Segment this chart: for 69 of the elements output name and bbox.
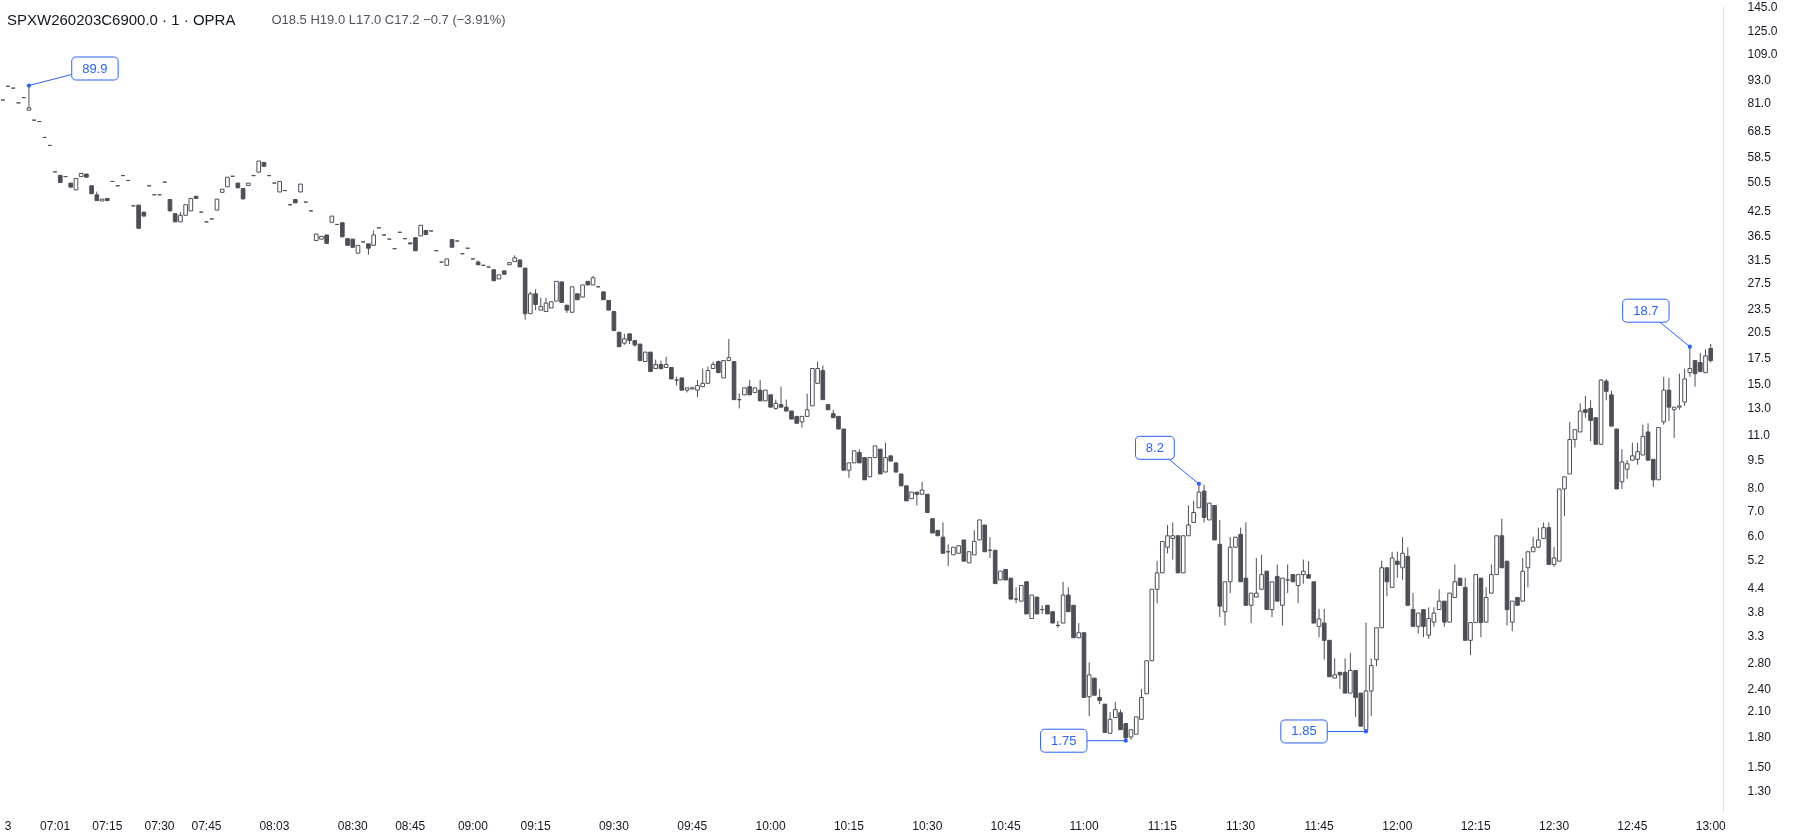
y-tick-label: 13.0 (1747, 400, 1772, 415)
y-tick-label: 11.0 (1747, 428, 1771, 443)
text: 1.75 (1051, 732, 1077, 748)
y-tick-label: 27.5 (1747, 276, 1772, 291)
x-tick-label: 10:15 (833, 818, 865, 833)
text: 8.2 (1145, 439, 1164, 455)
x-tick-label: 12:45 (1617, 818, 1648, 833)
x-tick-label: 10:00 (755, 818, 786, 833)
y-tick-label: 8.0 (1747, 481, 1765, 496)
text: 89.9 (82, 60, 108, 76)
x-tick-label: 08:03 (259, 818, 290, 833)
y-tick-label: 2.40 (1747, 681, 1772, 696)
y-tick-label: 125.0 (1747, 24, 1778, 39)
y-tick-label: 36.5 (1747, 228, 1772, 243)
y-tick-label: 1.30 (1747, 783, 1772, 798)
candlestick (611, 311, 617, 332)
y-tick-label: 3.8 (1747, 605, 1765, 620)
y-tick-label: 1.50 (1747, 759, 1772, 774)
y-tick-label: 23.5 (1747, 302, 1772, 317)
x-tick-label: 11:15 (1147, 818, 1178, 833)
annotation: O18.5 H19.0 L17.0 C17.2 −0.7 (−3.91%) (271, 12, 506, 27)
candlestick (1191, 500, 1196, 523)
x-tick-label: 09:30 (598, 818, 630, 833)
y-tick-label: 5.2 (1747, 553, 1765, 568)
x-tick-label: 12:00 (1382, 818, 1413, 833)
y-tick-label: 145.0 (1747, 0, 1778, 14)
x-tick-label: 11:00 (1069, 818, 1099, 833)
y-tick-label: 20.5 (1747, 324, 1772, 339)
y-tick-label: 31.5 (1747, 253, 1772, 268)
x-tick-label: 10:30 (912, 818, 943, 833)
y-tick-label: 58.5 (1747, 150, 1772, 165)
chart-title: SPXW260203C6900.0 · 1 · OPRA (7, 11, 236, 28)
y-tick-label: 9.5 (1747, 452, 1765, 467)
y-tick-label: 93.0 (1747, 73, 1772, 88)
x-tick-label: 08:45 (395, 818, 426, 833)
x-tick-label: 07:01 (40, 818, 71, 833)
y-tick-label: 42.5 (1747, 203, 1772, 218)
y-tick-label: 81.0 (1747, 96, 1772, 111)
y-tick-label: 68.5 (1747, 124, 1772, 139)
x-tick-label: 12:15 (1460, 818, 1492, 833)
x-tick-label: 09:00 (457, 818, 489, 833)
x-tick-label: 07:15 (92, 818, 123, 833)
y-tick-label: 109.0 (1747, 46, 1778, 61)
y-tick-label: 7.0 (1747, 503, 1765, 518)
candlestick (1682, 368, 1687, 407)
x-tick-label: 09:45 (677, 818, 708, 833)
y-tick-label: 4.4 (1747, 580, 1765, 595)
x-tick-label: 3 (4, 818, 12, 833)
x-tick-label: 11:45 (1304, 818, 1334, 833)
text: 18.7 (1633, 302, 1659, 318)
candlestick (924, 493, 930, 514)
y-tick-label: 17.5 (1747, 351, 1772, 366)
x-tick-label: 12:30 (1539, 818, 1570, 833)
x-tick-label: 09:15 (520, 818, 551, 833)
y-tick-label: 6.0 (1747, 529, 1765, 544)
y-tick-label: 2.10 (1747, 703, 1772, 718)
x-tick-label: 11:30 (1226, 818, 1256, 833)
y-tick-label: 50.5 (1747, 174, 1772, 189)
y-tick-label: 1.80 (1747, 729, 1772, 744)
x-tick-label: 07:30 (144, 818, 175, 833)
y-tick-label: 3.3 (1747, 628, 1765, 643)
x-tick-label: 10:45 (990, 818, 1021, 833)
text: 1.85 (1291, 723, 1317, 739)
y-tick-label: 15.0 (1747, 376, 1772, 391)
x-tick-label: 07:45 (191, 818, 222, 833)
x-tick-label: 08:30 (337, 818, 369, 833)
y-tick-label: 2.80 (1747, 656, 1772, 671)
candlestick (940, 521, 946, 554)
x-tick-label: 13:00 (1695, 818, 1727, 833)
